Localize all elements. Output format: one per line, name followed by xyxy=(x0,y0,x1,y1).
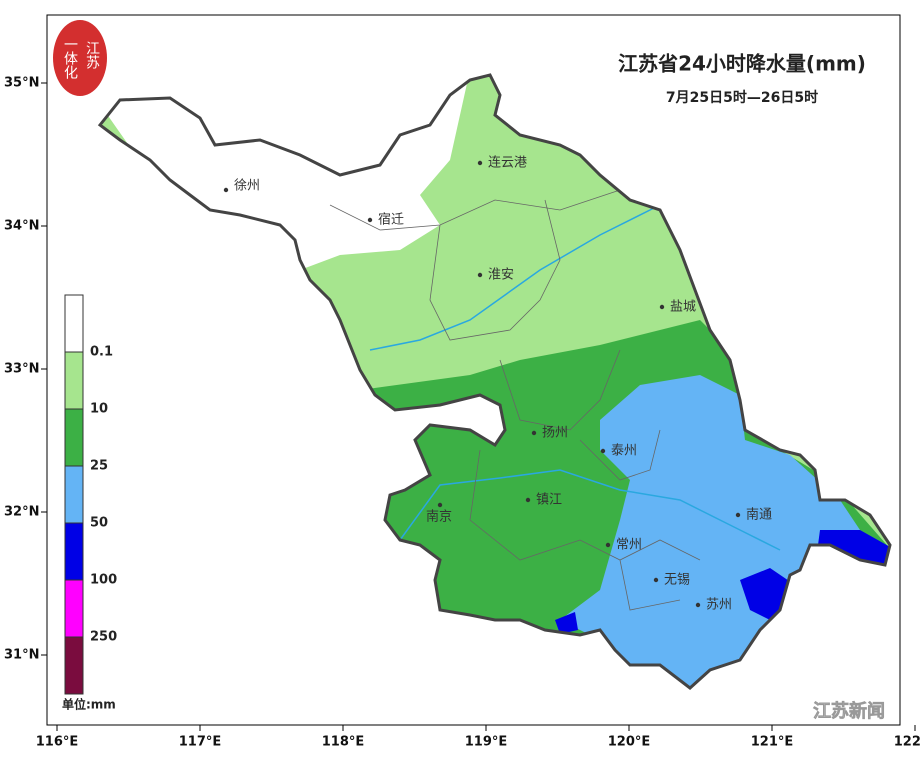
city-dot xyxy=(735,512,741,518)
legend-label: 0.1 xyxy=(90,345,113,360)
legend-label: 10 xyxy=(90,402,108,417)
rain-50 xyxy=(560,375,880,688)
city-dot xyxy=(531,430,537,436)
lon-label: 121°E xyxy=(751,735,794,750)
city-label: 无锡 xyxy=(664,573,690,588)
lon-label: 122°E xyxy=(894,735,920,750)
city-dot xyxy=(695,602,701,608)
lon-label: 118°E xyxy=(322,735,365,750)
lon-label: 120°E xyxy=(608,735,651,750)
city-dot xyxy=(223,187,229,193)
legend-swatch xyxy=(64,351,84,410)
legend-swatch xyxy=(64,465,84,524)
legend-label: 100 xyxy=(90,573,117,588)
legend: 0.1 10 25 50 100 250 xyxy=(64,294,117,695)
lat-label: 34°N xyxy=(4,219,39,234)
city-label: 扬州 xyxy=(542,426,568,441)
city-dot xyxy=(600,448,606,454)
city-label: 徐州 xyxy=(234,179,260,194)
legend-swatch xyxy=(64,408,84,467)
lat-label: 31°N xyxy=(4,648,39,663)
city-label: 淮安 xyxy=(488,268,514,283)
legend-swatch xyxy=(64,294,84,353)
rain-100 xyxy=(818,530,890,568)
logo-badge xyxy=(53,20,107,96)
city-dot xyxy=(437,502,443,508)
legend-unit: 单位:mm xyxy=(62,697,116,712)
city-label: 盐城 xyxy=(670,300,696,315)
legend-label: 50 xyxy=(90,516,108,531)
lon-label: 117°E xyxy=(179,735,222,750)
logo-text: 一体化 xyxy=(62,37,78,80)
river xyxy=(399,469,781,551)
city-label: 泰州 xyxy=(611,444,637,459)
city-label: 镇江 xyxy=(536,493,562,508)
city-dot xyxy=(477,272,483,278)
city-label: 宿迁 xyxy=(378,212,404,228)
city-dot xyxy=(477,160,483,166)
logo: 江苏 一体化 xyxy=(53,20,107,96)
city-label: 苏州 xyxy=(706,597,732,613)
watermark: 江苏新闻 xyxy=(813,700,885,722)
city-dot xyxy=(367,217,373,223)
logo-text: 江苏 xyxy=(84,41,100,70)
legend-label: 250 xyxy=(90,630,117,645)
city-label: 南通 xyxy=(746,507,772,523)
map-title: 江苏省24小时降水量(mm) xyxy=(618,52,866,76)
city-label: 南京 xyxy=(426,509,452,525)
lat-label: 33°N xyxy=(4,362,39,377)
river xyxy=(369,204,661,351)
city-boundaries xyxy=(329,189,701,611)
axis-labels: 116°E 117°E 118°E 119°E 120°E 121°E 122°E 35°N 3… xyxy=(4,76,920,750)
city-dot xyxy=(605,542,611,548)
lat-label: 35°N xyxy=(4,76,39,91)
lon-label: 116°E xyxy=(36,735,79,750)
legend-label: 25 xyxy=(90,459,108,474)
rain-100 xyxy=(555,612,578,634)
city-label: 连云港 xyxy=(488,155,527,171)
city-label: 常州 xyxy=(616,538,642,553)
legend-swatch xyxy=(64,522,84,581)
legend-swatch xyxy=(64,636,84,695)
city-dot xyxy=(653,577,659,583)
city-dot xyxy=(659,304,665,310)
map-subtitle: 7月25日5时—26日5时 xyxy=(666,89,818,106)
city-dot xyxy=(525,497,531,503)
legend-swatch xyxy=(64,579,84,638)
lat-label: 32°N xyxy=(4,505,39,520)
lon-label: 119°E xyxy=(465,735,508,750)
